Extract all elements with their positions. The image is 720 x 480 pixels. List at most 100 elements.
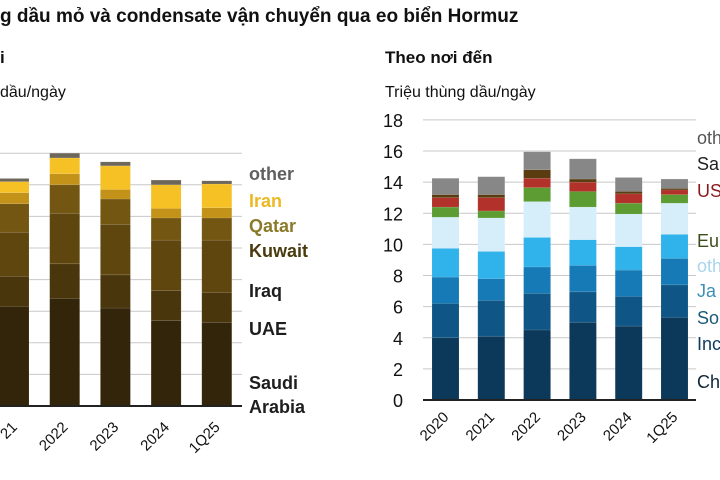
legend-label: Saudi: [249, 373, 298, 393]
bar-segment-kuwait: [150, 217, 182, 241]
bar-segment-so-2: [431, 276, 460, 304]
bar-segment-inc-1: [431, 303, 460, 339]
bar-segment-ja-3: [569, 239, 597, 266]
bar-segment-iraq: [0, 231, 30, 277]
bar-segment-other: [0, 178, 30, 182]
bar-segment-eu-5: [431, 206, 460, 218]
y-tick-label: 14: [383, 173, 403, 193]
left-chart-subtitle: i: [0, 48, 5, 67]
legend-label: Ch: [697, 372, 720, 392]
bar-segment-qatar: [0, 192, 30, 205]
legend-label: oth: [697, 128, 720, 148]
legend-label: So: [697, 308, 719, 328]
legend-label: Qatar: [249, 216, 296, 236]
x-tick-label: 1Q25: [186, 419, 224, 457]
y-tick-label: 0: [393, 391, 403, 411]
bar-segment-inc-1: [614, 296, 643, 327]
bar-segment-iraq: [201, 239, 233, 293]
bar-segment-inc-1: [477, 300, 506, 337]
bar-segment-us-6: [523, 177, 551, 188]
y-tick-label: 6: [393, 298, 403, 318]
y-tick-label: 16: [383, 142, 403, 162]
x-tick-label: 2023: [554, 409, 590, 445]
bar-segment-oth-8: [569, 158, 597, 180]
bar-segment-us-6: [477, 197, 506, 212]
bar-segment-sa-7: [569, 178, 597, 183]
bar-segment-us-6: [614, 193, 643, 204]
bar-segment-oth-8: [660, 178, 689, 189]
bar-segment-ch-0: [431, 337, 460, 401]
bar-segment-uae: [201, 291, 233, 323]
x-tick-label: 2021: [463, 409, 499, 445]
bar-segment-inc-1: [569, 291, 597, 323]
bar-segment-eu-5: [477, 210, 506, 219]
x-tick-label: 1Q25: [643, 409, 681, 447]
bar-segment-iraq: [100, 224, 131, 276]
bar-segment-other: [201, 180, 233, 185]
x-tick-label: 2022: [36, 419, 72, 455]
bar-segment-ja-3: [477, 251, 506, 279]
bar-segment-saudi-arabia: [201, 321, 233, 407]
legend-label: Sa: [697, 154, 720, 174]
bar-segment-iran: [150, 184, 182, 209]
bar-segment-ja-3: [523, 237, 551, 268]
bar-segment-ch-0: [660, 317, 689, 401]
bar-segment-saudi-arabia: [49, 298, 81, 407]
bar-segment-qatar: [100, 189, 131, 200]
legend-label: oth: [697, 256, 720, 276]
y-tick-label: 12: [383, 204, 403, 224]
bar-segment-eu-5: [614, 202, 643, 215]
bar-segment-ja-3: [660, 233, 689, 259]
bar-segment-so-2: [660, 258, 689, 286]
x-tick-label: 21: [0, 419, 21, 443]
bar-segment-qatar: [201, 207, 233, 219]
bar-segment-kuwait: [201, 217, 233, 241]
bar-segment-iran: [201, 183, 233, 209]
y-tick-label: 18: [383, 111, 403, 131]
bar-segment-sa-7: [523, 169, 551, 179]
bar-segment-iran: [0, 181, 30, 193]
x-tick-label: 2024: [600, 409, 636, 445]
bar-segment-eu-5: [660, 194, 689, 204]
bar-segment-so-2: [477, 278, 506, 301]
bar-segment-sa-7: [477, 194, 506, 199]
bar-segment-iraq: [49, 212, 81, 265]
bar-segment-saudi-arabia: [0, 306, 30, 407]
right-chart-subtitle: Theo nơi đến: [385, 48, 493, 67]
bar-segment-eu-5: [523, 187, 551, 202]
bar-segment-sa-7: [431, 194, 460, 199]
bar-segment-oth-4: [614, 213, 643, 248]
bar-segment-so-2: [614, 269, 643, 297]
bar-segment-iran: [49, 157, 81, 175]
bar-segment-uae: [49, 263, 81, 299]
chart-title: g dầu mỏ và condensate vận chuyển qua eo…: [0, 6, 519, 27]
bar-segment-oth-4: [660, 202, 689, 235]
bar-segment-ch-0: [477, 335, 506, 401]
bar-segment-oth-8: [523, 151, 551, 171]
legend-label: Kuwait: [249, 241, 308, 261]
legend-label: other: [249, 164, 294, 184]
bar-segment-kuwait: [49, 184, 81, 214]
bar-segment-kuwait: [0, 203, 30, 233]
bar-segment-iraq: [150, 239, 182, 291]
bar-segment-oth-8: [431, 177, 460, 195]
bar-segment-uae: [0, 276, 30, 307]
legend-label: Inc: [697, 334, 720, 354]
bar-segment-eu-5: [569, 191, 597, 208]
legend-label: Iraq: [249, 281, 282, 301]
bar-segment-oth-8: [477, 176, 506, 195]
bar-segment-iran: [100, 165, 131, 190]
bar-segment-us-6: [569, 181, 597, 192]
bar-segment-kuwait: [100, 198, 131, 225]
bar-segment-ja-3: [431, 247, 460, 278]
bar-segment-us-6: [660, 189, 689, 195]
bar-segment-us-6: [431, 197, 460, 208]
x-tick-label: 2020: [417, 409, 453, 445]
bar-segment-other: [100, 161, 131, 167]
bar-segment-inc-1: [660, 284, 689, 318]
bar-segment-oth-8: [614, 177, 643, 192]
x-tick-label: 2023: [87, 419, 123, 455]
bar-segment-ch-0: [523, 329, 551, 401]
legend-label: Iran: [249, 191, 282, 211]
bar-segment-so-2: [569, 265, 597, 293]
